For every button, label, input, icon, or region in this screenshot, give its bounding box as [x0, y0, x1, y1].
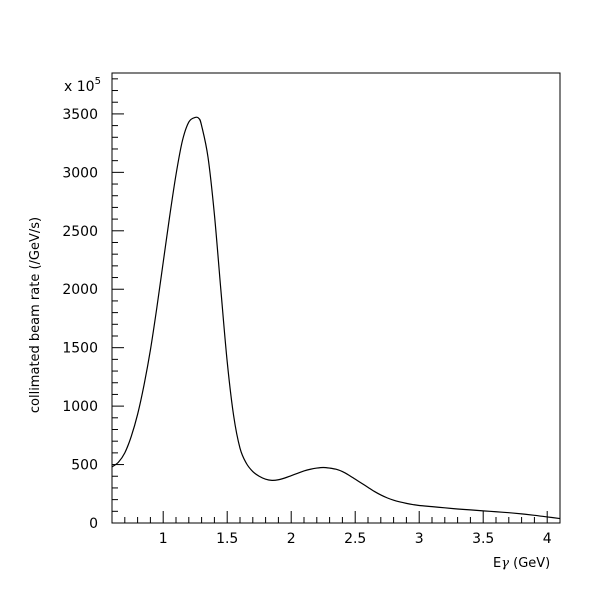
y-tick-label: 1500 — [62, 341, 98, 357]
x-axis-label-main: E — [493, 556, 501, 571]
x-axis-label-symbol: γ — [501, 556, 509, 571]
x-axis-label: Eγ (GeV) — [493, 556, 550, 571]
y-tick-label: 1000 — [62, 399, 98, 415]
y-axis-ticks — [112, 78, 124, 524]
y-tick-label: 500 — [71, 458, 98, 474]
y-tick-label: 3500 — [62, 107, 98, 123]
y-multiplier: x 105 — [64, 76, 101, 95]
x-axis-tick-labels: 1 1.5 2 2.5 3 3.5 4 — [159, 531, 552, 547]
x-tick-label: 2.5 — [344, 531, 366, 547]
series-line — [111, 116, 561, 520]
x-tick-label: 3.5 — [472, 531, 494, 547]
y-tick-label: 2500 — [62, 224, 98, 240]
x-tick-label: 1 — [159, 531, 168, 547]
x-axis-ticks — [124, 511, 561, 523]
y-axis-tick-labels: 0 500 1000 1500 2000 2500 3000 3500 — [62, 107, 98, 532]
x-tick-label: 2 — [287, 531, 296, 547]
y-tick-label: 2000 — [62, 282, 98, 298]
y-tick-label: 0 — [89, 516, 98, 532]
x-tick-label: 4 — [543, 531, 552, 547]
y-multiplier-prefix: x 10 — [64, 79, 95, 95]
y-multiplier-exponent: 5 — [95, 76, 101, 87]
y-axis-label: collimated beam rate (/GeV/s) — [28, 217, 43, 413]
x-tick-label: 3 — [415, 531, 424, 547]
plot-frame — [111, 72, 561, 524]
x-axis-label-unit: (GeV) — [509, 556, 550, 571]
x-tick-label: 1.5 — [216, 531, 238, 547]
y-tick-label: 3000 — [62, 165, 98, 181]
